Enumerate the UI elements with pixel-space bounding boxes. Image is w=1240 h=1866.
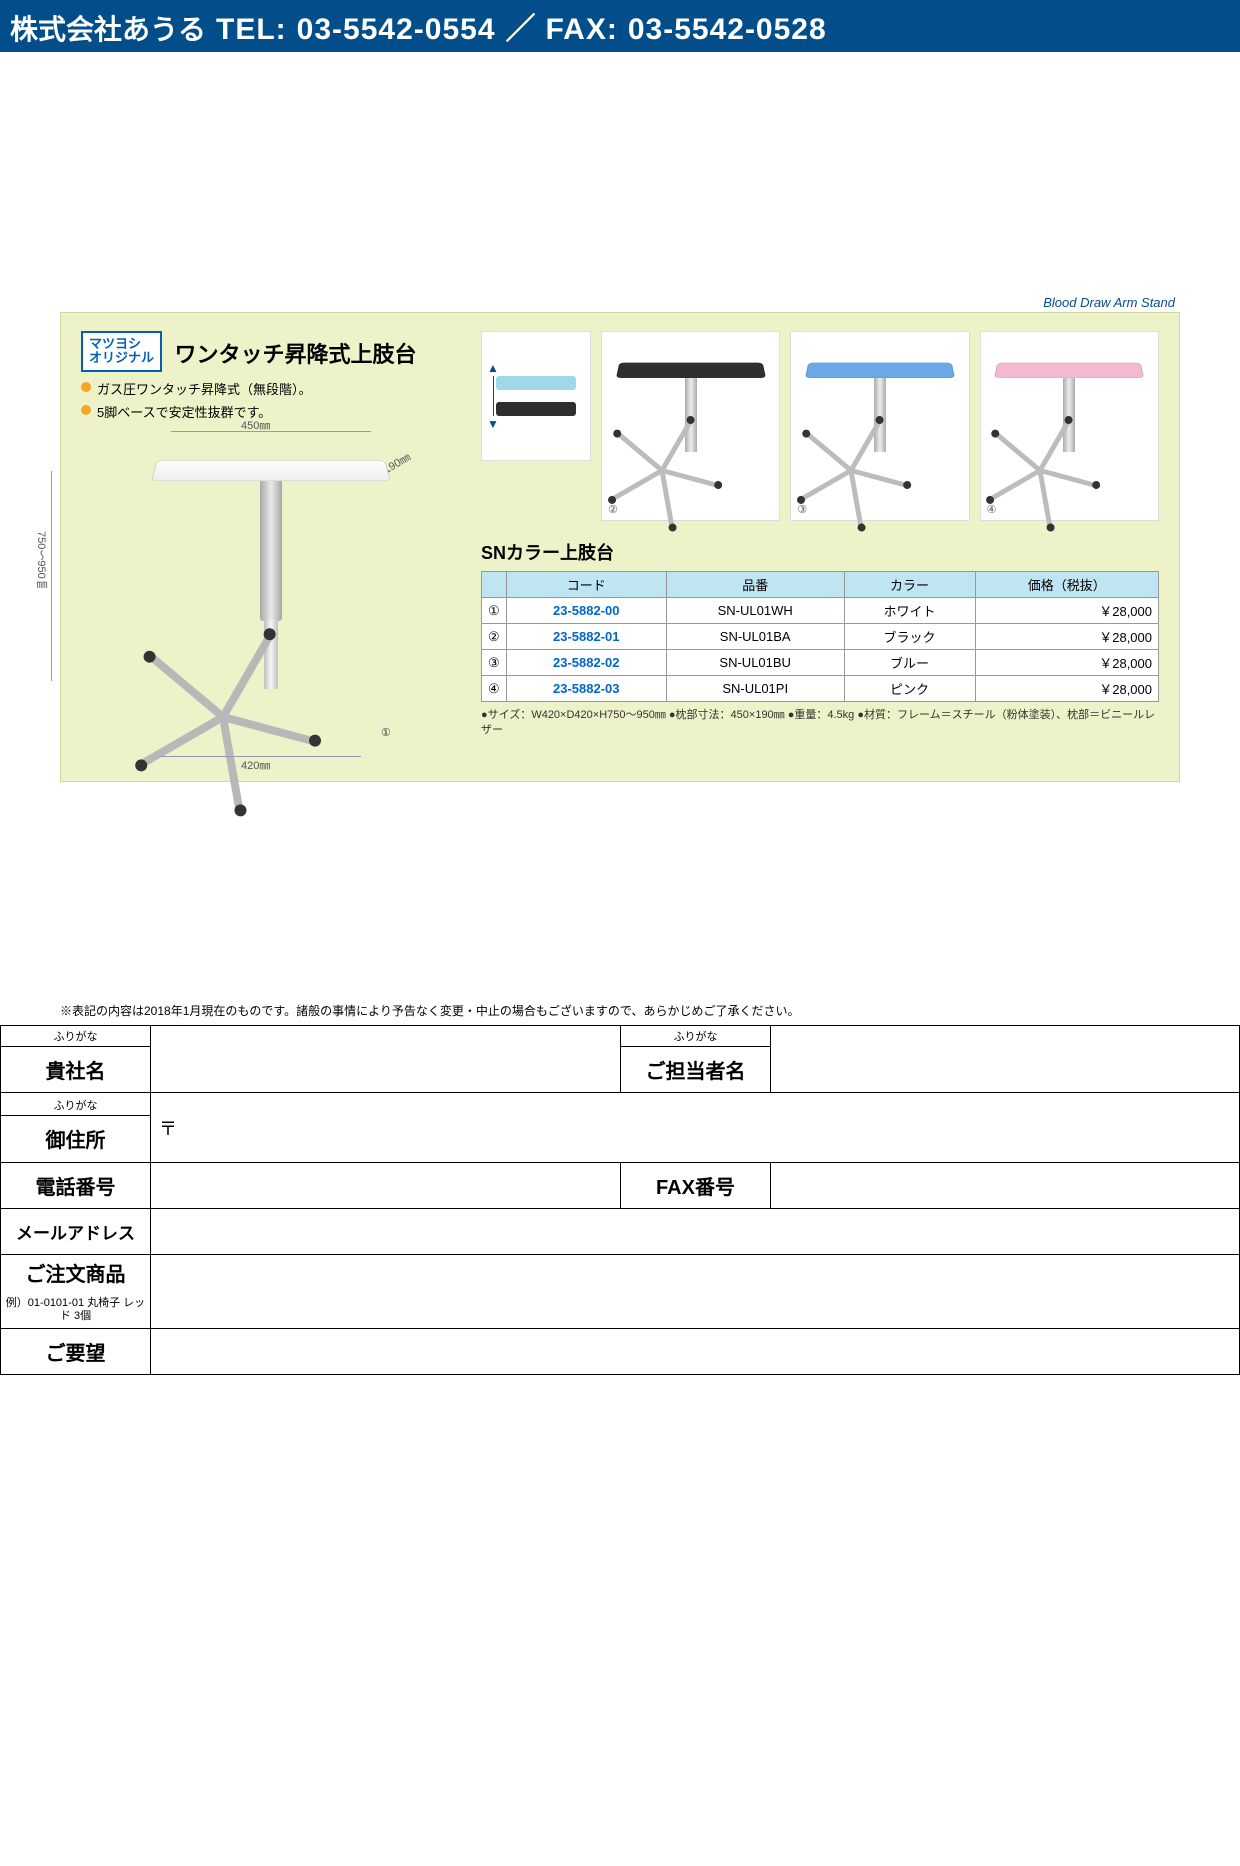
catalog-section: Blood Draw Arm Stand マツヨシ オリジナル ワンタッチ昇降式… [0, 52, 1240, 902]
product-color: ブラック [844, 624, 975, 650]
table-row: ① 23-5882-00 SN-UL01WH ホワイト ￥28,000 [482, 598, 1159, 624]
product-partno: SN-UL01PI [666, 676, 844, 702]
label-order: ご注文商品 例）01-0101-01 丸椅子 レッド 3個 [1, 1255, 151, 1328]
table-row: ④ 23-5882-03 SN-UL01PI ピンク ￥28,000 [482, 676, 1159, 702]
tel-number: 03-5542-0554 [297, 13, 496, 47]
input-email[interactable] [151, 1209, 1240, 1255]
product-color: ブルー [844, 650, 975, 676]
fax-label: FAX: [546, 13, 618, 47]
bullet-text: ガス圧ワンタッチ昇降式（無段階）。 [97, 379, 312, 398]
label-request: ご要望 [1, 1328, 151, 1374]
company-name: 株式会社あうる [10, 8, 206, 48]
thumbnail-row: ▲▼ ② [481, 331, 1159, 521]
table-row: ② 23-5882-01 SN-UL01BA ブラック ￥28,000 [482, 624, 1159, 650]
origin-tag: マツヨシ オリジナル [81, 331, 162, 372]
label-address: ふりがな 御住所 [1, 1093, 151, 1163]
bullet-icon [81, 405, 91, 415]
input-order[interactable] [151, 1255, 1240, 1328]
product-code[interactable]: 23-5882-02 [506, 650, 666, 676]
catalog-right: ▲▼ ② [481, 331, 1159, 751]
order-form: ふりがな 貴社名 ふりがな ご担当者名 ふりがな 御住所 〒 電話番号 FAX番… [0, 1025, 1240, 1374]
figure-index-1: ① [381, 726, 391, 739]
label-contact: ふりがな ご担当者名 [621, 1026, 771, 1093]
input-tel[interactable] [151, 1163, 621, 1209]
product-table: コード 品番 カラー 価格（税抜） ① 23-5882-00 SN-UL01WH… [481, 571, 1159, 702]
origin-tag-l2: オリジナル [89, 350, 154, 365]
product-code[interactable]: 23-5882-00 [506, 598, 666, 624]
product-price: ￥28,000 [975, 624, 1158, 650]
thumb-blue: ③ [790, 331, 969, 521]
th-price: 価格（税抜） [975, 572, 1158, 598]
input-company[interactable] [151, 1026, 621, 1093]
product-partno: SN-UL01BU [666, 650, 844, 676]
thumb-index: ③ [797, 503, 807, 516]
order-example: 例）01-0101-01 丸椅子 レッド 3個 [1, 1295, 150, 1327]
tel-label: TEL: [216, 13, 287, 47]
th-color: カラー [844, 572, 975, 598]
product-partno: SN-UL01WH [666, 598, 844, 624]
product-price: ￥28,000 [975, 676, 1158, 702]
thumb-black: ② [601, 331, 780, 521]
label-company: ふりがな 貴社名 [1, 1026, 151, 1093]
th-code: コード [506, 572, 666, 598]
label-tel: 電話番号 [1, 1163, 151, 1209]
demo-pad-bottom [496, 402, 576, 416]
th-partno: 品番 [666, 572, 844, 598]
separator: ／ [506, 4, 536, 48]
catalog-left: マツヨシ オリジナル ワンタッチ昇降式上肢台 ガス圧ワンタッチ昇降式（無段階）。… [81, 331, 461, 751]
product-illustration [151, 443, 391, 723]
product-tbody: ① 23-5882-00 SN-UL01WH ホワイト ￥28,000 ② 23… [482, 598, 1159, 702]
input-address[interactable]: 〒 [151, 1093, 1240, 1163]
dim-base: 420㎜ [241, 757, 270, 773]
product-title: ワンタッチ昇降式上肢台 [174, 337, 416, 369]
input-request[interactable] [151, 1328, 1240, 1374]
feature-bullets: ガス圧ワンタッチ昇降式（無段階）。 5脚ベースで安定性抜群です。 [81, 379, 461, 421]
height-demo: ▲▼ [481, 331, 591, 461]
table-row: ③ 23-5882-02 SN-UL01BU ブルー ￥28,000 [482, 650, 1159, 676]
table-title: SNカラー上肢台 [481, 539, 1159, 565]
product-code[interactable]: 23-5882-01 [506, 624, 666, 650]
disclaimer: ※表記の内容は2018年1月現在のものです。諸般の事情により予告なく変更・中止の… [0, 902, 1240, 1025]
input-fax[interactable] [771, 1163, 1240, 1209]
product-color: ピンク [844, 676, 975, 702]
origin-tag-l1: マツヨシ [89, 336, 141, 351]
label-email: メールアドレス [1, 1209, 151, 1255]
fax-number: 03-5542-0528 [628, 13, 827, 47]
dim-width: 450㎜ [241, 417, 270, 433]
product-price: ￥28,000 [975, 598, 1158, 624]
dim-height: 750〜950㎜ [33, 531, 49, 590]
product-partno: SN-UL01BA [666, 624, 844, 650]
spec-note: ●サイズ：W420×D420×H750〜950㎜ ●枕部寸法：450×190㎜ … [481, 708, 1159, 739]
updown-arrow-icon: ▲▼ [486, 361, 500, 431]
thumb-index: ④ [987, 503, 997, 516]
label-fax: FAX番号 [621, 1163, 771, 1209]
demo-pad-top [496, 376, 576, 390]
page-header: 株式会社あうる TEL: 03-5542-0554 ／ FAX: 03-5542… [0, 0, 1240, 52]
product-color: ホワイト [844, 598, 975, 624]
english-caption: Blood Draw Arm Stand [1043, 295, 1175, 310]
thumb-index: ② [608, 503, 618, 516]
thumb-pink: ④ [980, 331, 1159, 521]
bullet-icon [81, 382, 91, 392]
catalog-panel: Blood Draw Arm Stand マツヨシ オリジナル ワンタッチ昇降式… [60, 312, 1180, 782]
input-contact[interactable] [771, 1026, 1240, 1093]
postal-mark-icon: 〒 [151, 1119, 177, 1139]
main-product-figure: 450㎜ 190㎜ 750〜950㎜ 4 [81, 431, 441, 751]
product-price: ￥28,000 [975, 650, 1158, 676]
product-code[interactable]: 23-5882-03 [506, 676, 666, 702]
